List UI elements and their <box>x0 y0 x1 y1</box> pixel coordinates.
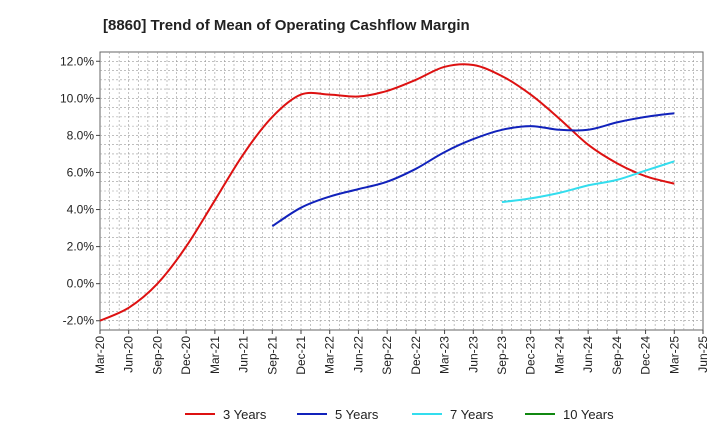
y-tick-label: 10.0% <box>60 91 94 105</box>
x-tick-label: Sep-24 <box>610 336 624 375</box>
x-tick-label: Jun-25 <box>696 336 710 373</box>
y-tick-label: 12.0% <box>60 54 94 68</box>
x-tick-label: Sep-21 <box>265 336 279 375</box>
y-tick-label: 8.0% <box>67 128 95 142</box>
chart-title: [8860] Trend of Mean of Operating Cashfl… <box>103 17 470 34</box>
y-axis-ticks: -2.0% 0.0% 2.0% 4.0% 6.0% 8.0% 10.0% 12.0% <box>60 54 100 328</box>
x-tick-label: Jun-20 <box>122 336 136 373</box>
legend-label-3-years: 3 Years <box>223 407 267 422</box>
x-tick-label: Sep-20 <box>150 336 164 375</box>
y-tick-label: -2.0% <box>63 314 95 328</box>
x-tick-label: Sep-22 <box>380 336 394 375</box>
x-tick-label: Dec-24 <box>639 336 653 375</box>
x-tick-label: Mar-21 <box>208 336 222 374</box>
y-tick-label: 6.0% <box>67 165 95 179</box>
series-lines <box>99 63 675 322</box>
x-tick-label: Mar-20 <box>93 336 107 374</box>
x-tick-label: Jun-21 <box>237 336 251 373</box>
x-axis-ticks: Mar-20 Jun-20 Sep-20 Dec-20 Mar-21 Jun-21 Sep-… <box>93 330 710 375</box>
x-tick-label: Dec-22 <box>409 336 423 375</box>
legend-label-10-years: 10 Years <box>563 407 614 422</box>
y-tick-label: 4.0% <box>67 203 95 217</box>
legend-label-5-years: 5 Years <box>335 407 379 422</box>
y-tick-label: 0.0% <box>67 277 95 291</box>
series-line-5-years <box>271 112 675 228</box>
legend-label-7-years: 7 Years <box>450 407 494 422</box>
x-tick-label: Dec-21 <box>294 336 308 375</box>
series-line-7-years <box>501 160 675 204</box>
x-tick-label: Mar-23 <box>438 336 452 374</box>
x-tick-label: Jun-22 <box>351 336 365 373</box>
x-tick-label: Dec-20 <box>179 336 193 375</box>
x-tick-label: Sep-23 <box>495 336 509 375</box>
x-tick-label: Jun-24 <box>581 336 595 373</box>
x-tick-label: Mar-22 <box>323 336 337 374</box>
series-line-3-years <box>99 63 675 322</box>
grid-lines <box>100 52 703 330</box>
x-tick-label: Mar-25 <box>667 336 681 374</box>
x-tick-label: Mar-24 <box>552 336 566 374</box>
legend: 3 Years 5 Years 7 Years 10 Years <box>185 407 614 422</box>
x-tick-label: Jun-23 <box>466 336 480 373</box>
y-tick-label: 2.0% <box>67 240 95 254</box>
x-tick-label: Dec-23 <box>524 336 538 375</box>
